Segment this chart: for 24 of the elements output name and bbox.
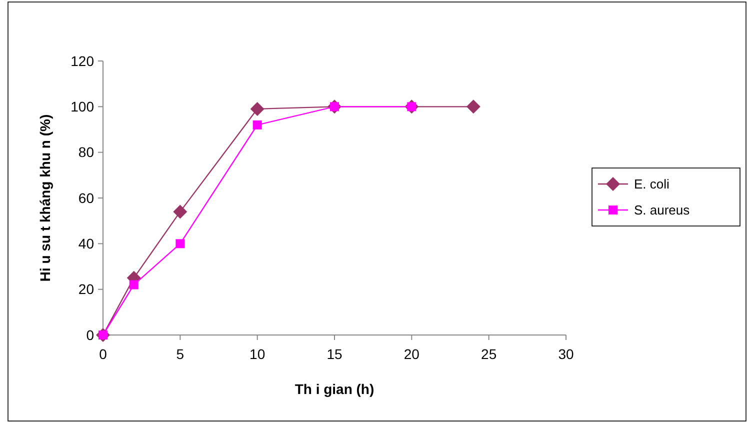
y-tick-label: 80 [78,144,94,160]
legend-label: E. coli [634,176,670,192]
x-tick-label: 20 [404,346,420,362]
x-tick-label: 5 [176,346,184,362]
x-tick-label: 25 [481,346,497,362]
point [252,120,262,130]
point [129,280,138,290]
y-tick-label: 60 [78,190,94,206]
y-tick-label: 0 [86,326,94,343]
x-tick-label: 10 [250,346,266,362]
legend-label: S. aureus [634,202,690,218]
x-tick-label: 0 [99,346,108,362]
y-tick-label: 120 [70,52,94,69]
y-tick-label: 40 [78,236,94,252]
y-axis-title: Hi u su t kháng khu n (%) [37,114,53,282]
y-tick-label: 20 [78,281,94,298]
point [250,102,264,116]
point [176,239,185,248]
point [173,204,188,219]
y-tick-label: 100 [70,98,94,115]
x-axis-title: Th i gian (h) [294,381,374,397]
point [466,100,480,114]
x-tick-label: 30 [558,346,574,362]
x-tick-label: 15 [326,346,342,362]
